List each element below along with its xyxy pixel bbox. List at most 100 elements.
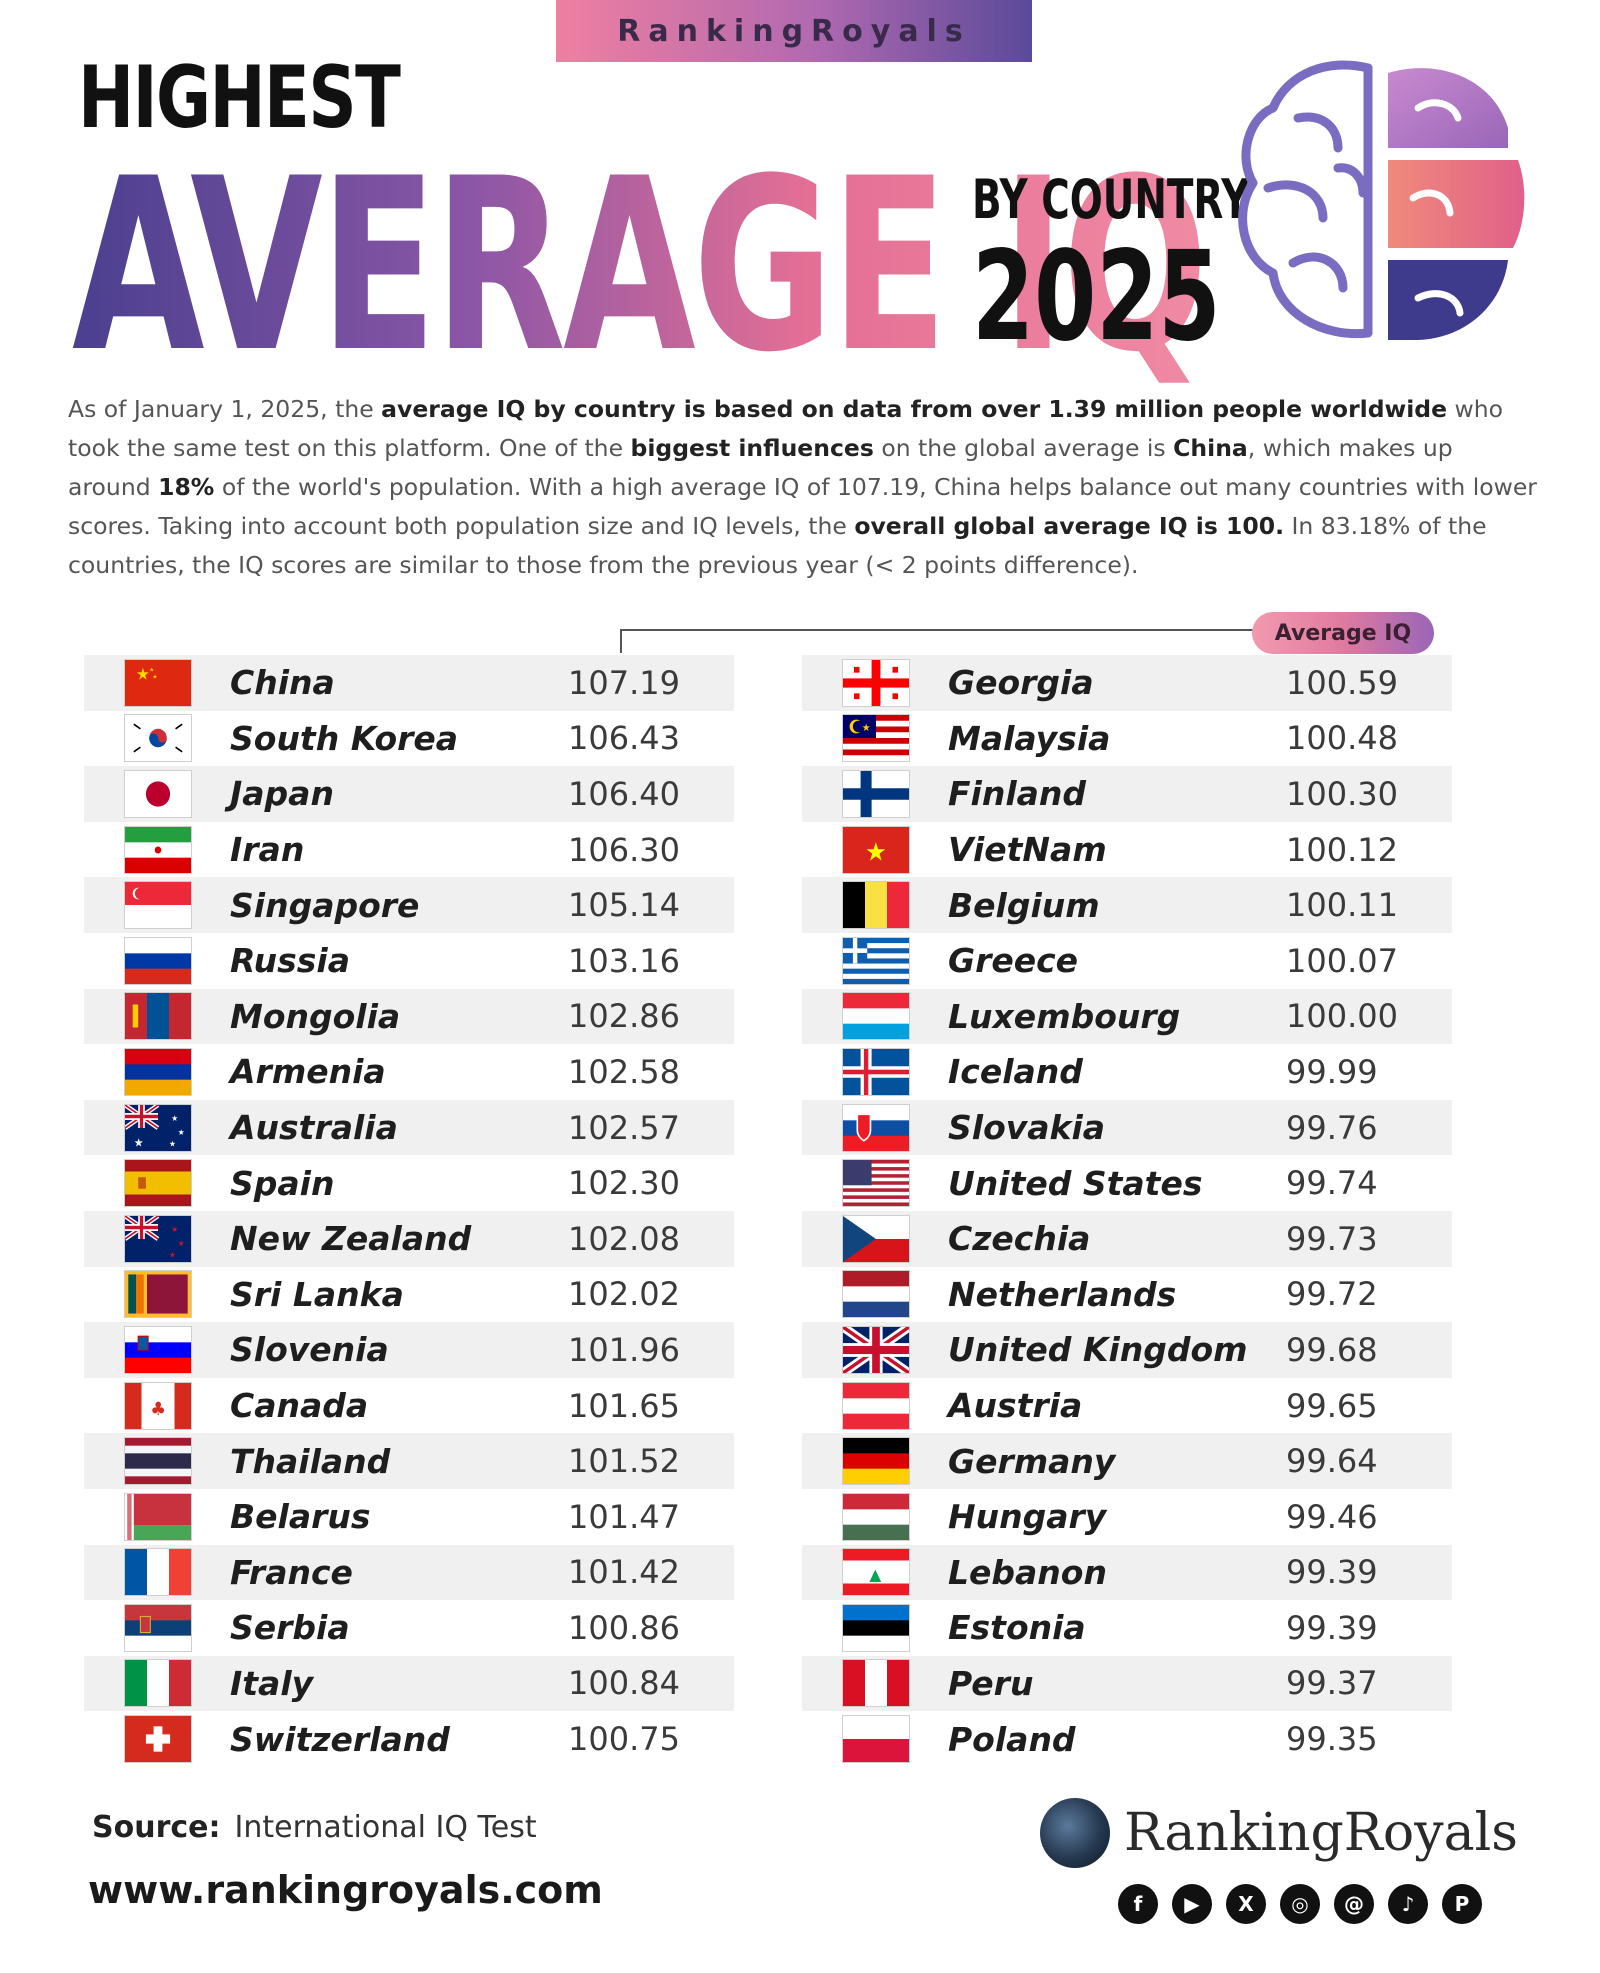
- iq-value: 101.42: [568, 1553, 680, 1592]
- country-name: Austria: [948, 1386, 1083, 1426]
- table-row: United States 99.74: [802, 1155, 1452, 1211]
- instagram-icon[interactable]: ◎: [1280, 1884, 1320, 1924]
- intro-text-3: on the global average is: [873, 434, 1174, 462]
- table-row: Singapore 105.14: [84, 877, 734, 933]
- svg-text:★: ★: [169, 1250, 176, 1259]
- france-flag-icon: [124, 1548, 192, 1597]
- facebook-icon[interactable]: f: [1118, 1884, 1158, 1924]
- vietnam-flag-icon: ★: [842, 825, 910, 874]
- iq-value: 102.58: [568, 1052, 680, 1091]
- iq-value: 99.37: [1286, 1664, 1378, 1703]
- new-zealand-flag-icon: ★ ★ ★: [124, 1214, 192, 1263]
- iq-value: 99.99: [1286, 1052, 1378, 1091]
- table-row: ★ ★ ★ ★ Australia 102.57: [84, 1099, 734, 1156]
- poland-flag-icon: [842, 1715, 910, 1764]
- country-name: Finland: [948, 774, 1087, 814]
- table-row: United Kingdom 99.68: [802, 1322, 1452, 1378]
- iq-value: 99.74: [1286, 1164, 1378, 1203]
- tiktok-icon[interactable]: ♪: [1388, 1884, 1428, 1924]
- country-name: Belarus: [230, 1497, 371, 1537]
- czechia-flag-icon: [842, 1214, 910, 1263]
- svg-text:★: ★: [862, 723, 871, 734]
- table-row: Slovakia 99.76: [802, 1099, 1452, 1156]
- iceland-flag-icon: [842, 1047, 910, 1096]
- south-korea-flag-icon: [124, 714, 192, 763]
- iq-value: 101.65: [568, 1386, 680, 1425]
- country-name: Armenia: [230, 1052, 386, 1092]
- intro-bold-4: 18%: [158, 473, 215, 501]
- armenia-flag-icon: [124, 1047, 192, 1096]
- iq-value: 100.84: [568, 1664, 680, 1703]
- australia-flag-icon: ★ ★ ★ ★: [124, 1103, 192, 1152]
- serbia-flag-icon: [124, 1603, 192, 1652]
- country-name: Australia: [230, 1108, 398, 1148]
- country-name: Italy: [230, 1663, 314, 1703]
- country-name: France: [230, 1552, 353, 1592]
- table-row: Spain 102.30: [84, 1155, 734, 1211]
- table-row: ★ VietNam 100.12: [802, 822, 1452, 878]
- iq-value: 102.08: [568, 1219, 680, 1258]
- x-icon[interactable]: X: [1226, 1884, 1266, 1924]
- intro-text-1: As of January 1, 2025, the: [68, 395, 382, 423]
- country-name: Luxembourg: [948, 996, 1181, 1036]
- svg-text:★: ★: [178, 1127, 185, 1136]
- table-row: Finland 100.30: [802, 766, 1452, 822]
- svg-text:★: ★: [134, 1136, 144, 1149]
- brain-icon: [1238, 60, 1525, 340]
- intro-bold-2: biggest influences: [630, 434, 874, 462]
- threads-icon[interactable]: @: [1334, 1884, 1374, 1924]
- country-name: Poland: [948, 1719, 1076, 1759]
- table-row: Italy 100.84: [84, 1655, 734, 1712]
- iq-value: 100.86: [568, 1608, 680, 1647]
- table-row: South Korea 106.43: [84, 711, 734, 767]
- svg-text:♣: ♣: [150, 1398, 166, 1419]
- svg-text:★: ★: [865, 836, 887, 866]
- country-name: New Zealand: [230, 1219, 472, 1259]
- website-url[interactable]: www.rankingroyals.com: [88, 1868, 603, 1912]
- table-row: Luxembourg 100.00: [802, 988, 1452, 1045]
- canada-flag-icon: ♣: [124, 1381, 192, 1430]
- georgia-flag-icon: [842, 658, 910, 707]
- country-name: Belgium: [948, 885, 1100, 925]
- table-row: ★ ★ ★ China 107.19: [84, 655, 734, 711]
- table-row: Georgia 100.59: [802, 655, 1452, 711]
- pinterest-icon[interactable]: P: [1442, 1884, 1482, 1924]
- intro-bold-1: average IQ by country is based on data f…: [381, 395, 1448, 423]
- table-row: Sri Lanka 102.02: [84, 1267, 734, 1323]
- table-row: Poland 99.35: [802, 1711, 1452, 1767]
- iq-value: 106.40: [568, 774, 680, 813]
- iq-value: 99.72: [1286, 1275, 1378, 1314]
- table-row: ★ ★ ★ New Zealand 102.08: [84, 1210, 734, 1267]
- belgium-flag-icon: [842, 881, 910, 930]
- country-name: Netherlands: [948, 1274, 1177, 1314]
- table-row: Iran 106.30: [84, 822, 734, 878]
- table-row: ★ Malaysia 100.48: [802, 711, 1452, 767]
- country-name: China: [230, 663, 335, 703]
- table-row: Thailand 101.52: [84, 1433, 734, 1489]
- luxembourg-flag-icon: [842, 992, 910, 1041]
- iq-value: 100.11: [1286, 886, 1398, 925]
- table-row: Switzerland 100.75: [84, 1711, 734, 1767]
- country-name: South Korea: [230, 718, 459, 758]
- country-name: Switzerland: [230, 1719, 450, 1759]
- table-row: Germany 99.64: [802, 1433, 1452, 1489]
- country-name: Thailand: [230, 1441, 391, 1481]
- iq-value: 99.73: [1286, 1219, 1378, 1258]
- country-name: Czechia: [948, 1219, 1091, 1259]
- table-row: Belgium 100.11: [802, 877, 1452, 933]
- iq-value: 102.86: [568, 997, 680, 1036]
- country-name: Japan: [230, 774, 334, 814]
- estonia-flag-icon: [842, 1603, 910, 1652]
- svg-text:★: ★: [171, 1225, 178, 1234]
- country-name: VietNam: [948, 830, 1107, 870]
- switzerland-flag-icon: [124, 1715, 192, 1764]
- italy-flag-icon: [124, 1659, 192, 1708]
- netherlands-flag-icon: [842, 1270, 910, 1319]
- youtube-icon[interactable]: ▶: [1172, 1884, 1212, 1924]
- brand-banner-label: RankingRoyals: [617, 13, 971, 49]
- intro-text-4: , which makes up around: [68, 434, 1453, 501]
- iq-value: 100.59: [1286, 663, 1398, 702]
- intro-text-2: who took the same test on this platform.…: [68, 395, 1504, 462]
- united-states-flag-icon: [842, 1159, 910, 1208]
- austria-flag-icon: [842, 1381, 910, 1430]
